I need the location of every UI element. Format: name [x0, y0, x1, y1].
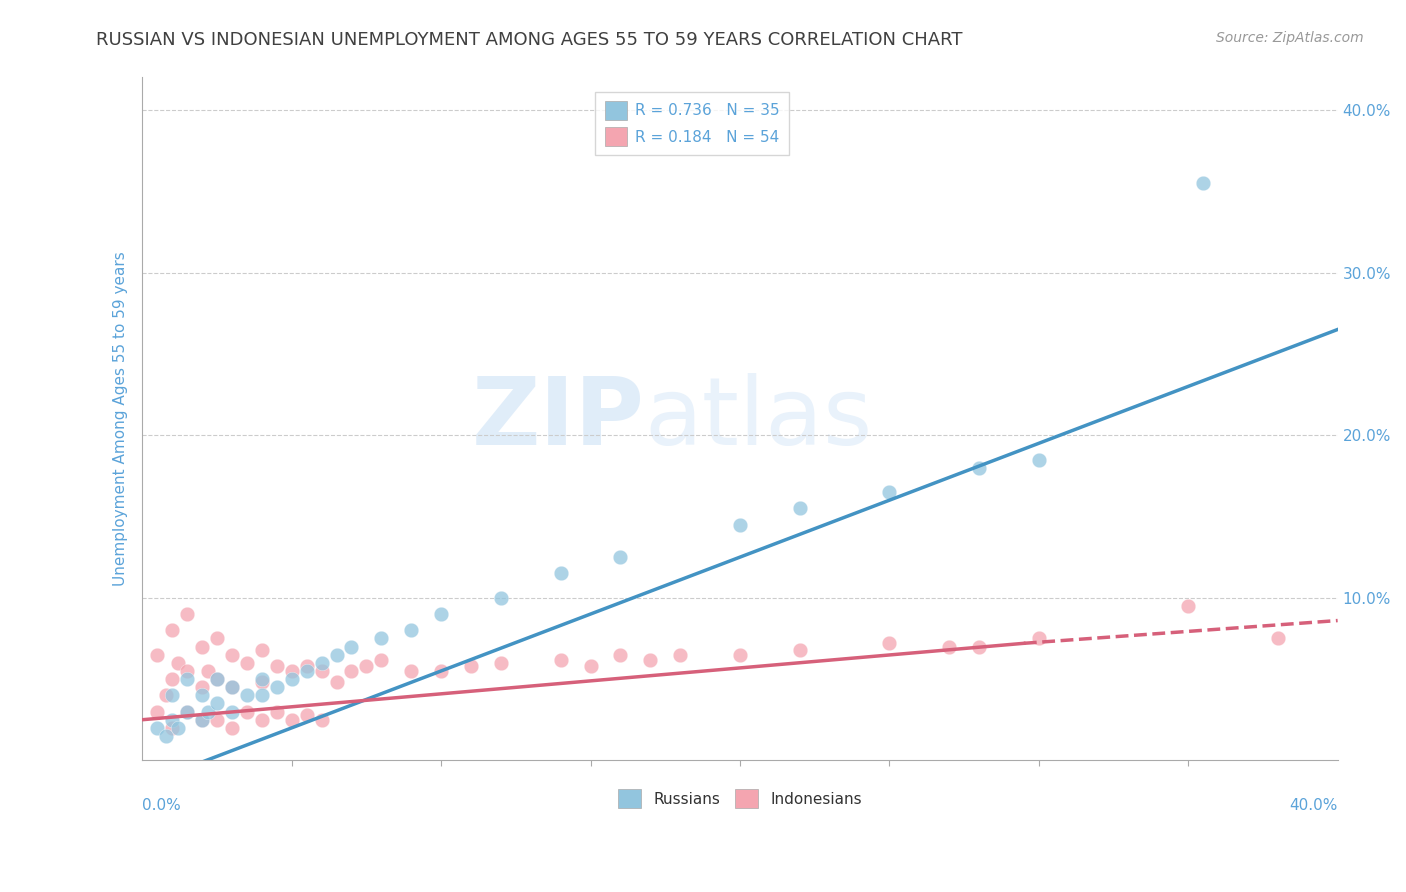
Point	[155, 689, 177, 703]
Point	[160, 713, 183, 727]
Point	[609, 648, 631, 662]
Point	[221, 680, 243, 694]
Point	[550, 566, 572, 581]
Point	[640, 652, 662, 666]
Point	[221, 648, 243, 662]
Point	[280, 713, 302, 727]
Point	[967, 640, 990, 654]
Point	[197, 664, 219, 678]
Point	[236, 689, 259, 703]
Point	[205, 697, 228, 711]
Text: atlas: atlas	[644, 373, 873, 465]
Point	[160, 672, 183, 686]
Point	[221, 680, 243, 694]
Text: ZIP: ZIP	[471, 373, 644, 465]
Point	[295, 664, 318, 678]
Point	[250, 642, 273, 657]
Point	[176, 672, 198, 686]
Point	[430, 664, 453, 678]
Point	[176, 607, 198, 621]
Point	[789, 642, 811, 657]
Point	[205, 672, 228, 686]
Point	[160, 689, 183, 703]
Point	[579, 659, 602, 673]
Point	[221, 721, 243, 735]
Point	[295, 707, 318, 722]
Point	[1028, 452, 1050, 467]
Point	[191, 689, 214, 703]
Point	[236, 705, 259, 719]
Point	[295, 659, 318, 673]
Point	[879, 485, 901, 500]
Point	[191, 713, 214, 727]
Legend: Russians, Indonesians: Russians, Indonesians	[612, 783, 868, 814]
Point	[250, 675, 273, 690]
Point	[160, 624, 183, 638]
Point	[176, 705, 198, 719]
Point	[370, 632, 392, 646]
Y-axis label: Unemployment Among Ages 55 to 59 years: Unemployment Among Ages 55 to 59 years	[114, 252, 128, 586]
Point	[1192, 176, 1215, 190]
Point	[325, 675, 347, 690]
Point	[311, 713, 333, 727]
Point	[266, 680, 288, 694]
Point	[938, 640, 960, 654]
Point	[250, 713, 273, 727]
Point	[191, 680, 214, 694]
Point	[146, 721, 169, 735]
Point	[489, 656, 512, 670]
Point	[146, 705, 169, 719]
Point	[205, 713, 228, 727]
Text: RUSSIAN VS INDONESIAN UNEMPLOYMENT AMONG AGES 55 TO 59 YEARS CORRELATION CHART: RUSSIAN VS INDONESIAN UNEMPLOYMENT AMONG…	[96, 31, 962, 49]
Point	[325, 648, 347, 662]
Point	[250, 672, 273, 686]
Point	[401, 624, 423, 638]
Point	[311, 664, 333, 678]
Point	[789, 501, 811, 516]
Text: 0.0%: 0.0%	[142, 798, 181, 813]
Point	[550, 652, 572, 666]
Point	[669, 648, 692, 662]
Point	[250, 689, 273, 703]
Point	[967, 460, 990, 475]
Point	[879, 636, 901, 650]
Point	[191, 640, 214, 654]
Point	[311, 656, 333, 670]
Point	[176, 705, 198, 719]
Point	[430, 607, 453, 621]
Point	[1028, 632, 1050, 646]
Point	[370, 652, 392, 666]
Point	[176, 664, 198, 678]
Point	[236, 656, 259, 670]
Point	[155, 729, 177, 743]
Point	[160, 721, 183, 735]
Point	[280, 672, 302, 686]
Point	[1177, 599, 1199, 613]
Point	[340, 640, 363, 654]
Point	[146, 648, 169, 662]
Point	[280, 664, 302, 678]
Point	[266, 659, 288, 673]
Text: Source: ZipAtlas.com: Source: ZipAtlas.com	[1216, 31, 1364, 45]
Point	[167, 721, 190, 735]
Point	[221, 705, 243, 719]
Point	[356, 659, 378, 673]
Point	[266, 705, 288, 719]
Point	[401, 664, 423, 678]
Point	[728, 648, 751, 662]
Text: 40.0%: 40.0%	[1289, 798, 1337, 813]
Point	[460, 659, 482, 673]
Point	[167, 656, 190, 670]
Point	[197, 705, 219, 719]
Point	[205, 632, 228, 646]
Point	[489, 591, 512, 605]
Point	[609, 550, 631, 565]
Point	[205, 672, 228, 686]
Point	[728, 517, 751, 532]
Point	[340, 664, 363, 678]
Point	[191, 713, 214, 727]
Point	[1267, 632, 1289, 646]
